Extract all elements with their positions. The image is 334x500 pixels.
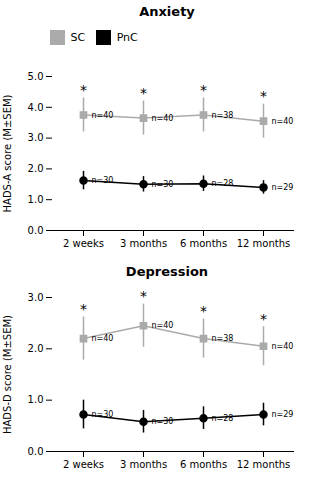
svg-text:HADS-D score (M±SEM): HADS-D score (M±SEM) (2, 314, 13, 433)
svg-text:1.0: 1.0 (28, 394, 44, 405)
html-text:SC: SC (70, 31, 86, 44)
html-text:Anxiety: Anxiety (139, 4, 195, 19)
svg-text:*: * (80, 82, 87, 98)
svg-text:n=29: n=29 (272, 410, 294, 419)
svg-text:4.0: 4.0 (28, 101, 44, 112)
svg-text:12 months: 12 months (237, 458, 291, 469)
svg-text:*: * (200, 82, 207, 98)
svg-text:n=29: n=29 (272, 182, 294, 191)
svg-text:3.0: 3.0 (28, 132, 44, 143)
svg-text:6 months: 6 months (180, 458, 227, 469)
svg-text:*: * (200, 303, 207, 319)
svg-text:2.0: 2.0 (28, 343, 44, 354)
svg-text:3.0: 3.0 (28, 291, 44, 302)
svg-text:12 months: 12 months (237, 237, 291, 248)
svg-text:*: * (260, 88, 267, 104)
svg-text:n=38: n=38 (212, 334, 234, 343)
svg-text:6 months: 6 months (180, 237, 227, 248)
svg-text:*: * (140, 288, 147, 304)
svg-text:0.0: 0.0 (28, 224, 44, 235)
svg-text:2 weeks: 2 weeks (63, 458, 104, 469)
svg-text:n=38: n=38 (212, 110, 234, 119)
svg-text:n=28: n=28 (212, 179, 234, 188)
svg-text:n=28: n=28 (212, 413, 234, 422)
svg-text:HADS-A score (M±SEM): HADS-A score (M±SEM) (2, 94, 13, 212)
svg-text:n=40: n=40 (272, 116, 294, 125)
svg-text:*: * (260, 310, 267, 326)
svg-text:0.0: 0.0 (28, 445, 44, 456)
svg-text:n=30: n=30 (152, 417, 174, 426)
svg-text:n=40: n=40 (272, 341, 294, 350)
svg-text:n=30: n=30 (92, 410, 114, 419)
svg-text:*: * (80, 301, 87, 317)
html-text:PnC: PnC (116, 31, 138, 44)
svg-text:2.0: 2.0 (28, 163, 44, 174)
svg-text:n=40: n=40 (152, 321, 174, 330)
svg-text:n=30: n=30 (152, 179, 174, 188)
svg-text:n=40: n=40 (152, 113, 174, 122)
svg-text:n=30: n=30 (92, 176, 114, 185)
svg-text:3 months: 3 months (120, 458, 167, 469)
svg-text:5.0: 5.0 (28, 70, 44, 81)
html-text:Depression: Depression (125, 263, 209, 279)
svg-text:n=40: n=40 (92, 110, 114, 119)
svg-text:1.0: 1.0 (28, 193, 44, 204)
svg-text:2 weeks: 2 weeks (63, 237, 104, 248)
svg-text:n=40: n=40 (92, 334, 114, 343)
svg-text:*: * (140, 85, 147, 101)
svg-text:3 months: 3 months (120, 237, 167, 248)
